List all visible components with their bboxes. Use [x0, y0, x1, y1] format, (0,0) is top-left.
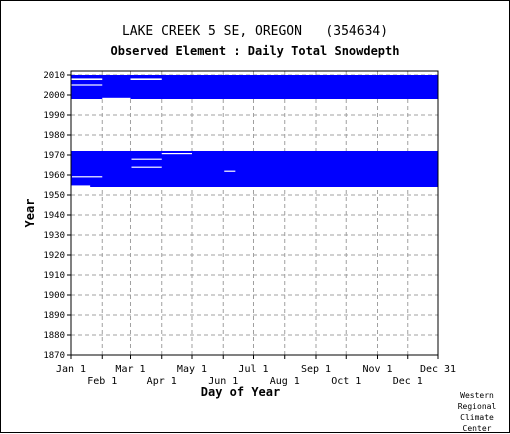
x-tick-label: Oct 1: [331, 376, 361, 387]
y-tick-label: 1970: [43, 151, 65, 161]
x-tick-label: Jul 1: [238, 364, 268, 375]
data-gap: [161, 153, 192, 155]
data-band: [71, 75, 438, 99]
y-tick-label: 1920: [43, 251, 65, 261]
y-axis-label: Year: [23, 199, 37, 228]
x-tick-label: Dec 1: [393, 376, 423, 387]
chart-subtitle: Observed Element : Daily Total Snowdepth: [110, 44, 400, 58]
data-band: [71, 151, 438, 187]
y-tick-label: 2000: [43, 91, 65, 101]
y-tick-label: 1980: [43, 131, 65, 141]
credit-line: Center: [462, 424, 492, 433]
credit-line: Climate: [460, 413, 494, 422]
data-gap: [72, 176, 103, 178]
x-tick-label: Feb 1: [87, 376, 117, 387]
credit-line: Regional: [457, 402, 497, 411]
x-tick-label: Nov 1: [362, 364, 392, 375]
plot-background: [71, 71, 438, 355]
data-gap: [130, 78, 162, 80]
y-tick-label: 1940: [43, 211, 65, 221]
data-gap: [131, 158, 162, 160]
x-axis-label: Day of Year: [201, 385, 280, 399]
y-tick-label: 1880: [43, 331, 65, 341]
data-gap: [131, 166, 162, 168]
y-tick-label: 1870: [43, 351, 65, 361]
x-tick-label: Dec 31: [420, 364, 456, 375]
y-tick-label: 1960: [43, 171, 65, 181]
chart-title: LAKE CREEK 5 SE, OREGON (354634): [121, 24, 389, 39]
credit-line: Western: [460, 391, 494, 400]
y-tick-label: 1900: [43, 291, 65, 301]
y-tick-label: 2010: [43, 71, 65, 81]
y-tick-label: 1890: [43, 311, 65, 321]
x-tick-label: May 1: [177, 364, 207, 375]
data-gap: [71, 185, 91, 188]
y-tick-label: 1910: [43, 271, 65, 281]
data-gap: [224, 170, 236, 172]
data-gap: [102, 97, 131, 100]
data-gap: [71, 78, 103, 80]
data-gap: [71, 84, 103, 86]
credit-block: Western Regional Climate Center: [452, 390, 502, 434]
x-tick-label: Jan 1: [56, 364, 86, 375]
x-tick-label: Jun 1: [208, 376, 238, 387]
y-tick-label: 1930: [43, 231, 65, 241]
x-tick-label: Aug 1: [270, 376, 300, 387]
y-tick-label: 1950: [43, 191, 65, 201]
x-tick-label: Mar 1: [115, 364, 145, 375]
x-tick-label: Sep 1: [301, 364, 331, 375]
y-tick-label: 1990: [43, 111, 65, 121]
x-tick-label: Apr 1: [147, 376, 177, 387]
plot-frame: [70, 70, 439, 356]
